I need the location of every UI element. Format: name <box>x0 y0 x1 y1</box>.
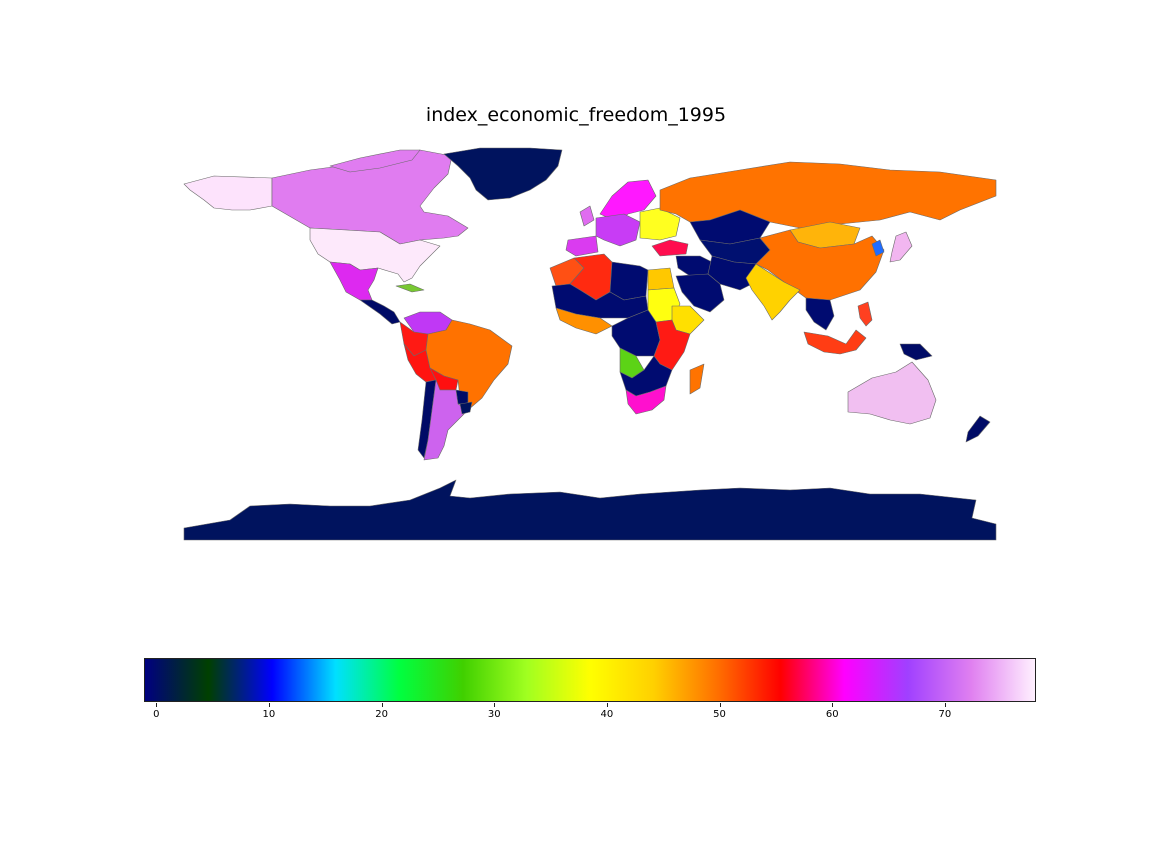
region-argentina <box>423 379 469 461</box>
region-southeast-asia <box>805 297 835 331</box>
region-uk <box>579 205 595 227</box>
region-india <box>745 263 801 321</box>
colorbar-tick-label: 10 <box>262 709 276 720</box>
region-china <box>755 229 885 301</box>
region-saudi-arabia <box>675 273 725 313</box>
region-canada-islands <box>329 149 421 173</box>
region-alaska <box>183 175 273 211</box>
region-png <box>899 343 933 361</box>
colorbar-tick-label: 60 <box>825 709 839 720</box>
colorbar-tick <box>832 703 834 707</box>
colorbar-tick-label: 30 <box>487 709 501 720</box>
region-philippines <box>857 301 873 327</box>
colorbar-tick <box>494 703 496 707</box>
region-turkey <box>651 239 689 257</box>
region-japan <box>889 231 913 263</box>
region-indonesia <box>803 329 867 355</box>
region-east-africa <box>653 319 691 371</box>
colorbar-tick-label: 0 <box>153 709 160 720</box>
region-middle-east <box>675 255 713 277</box>
region-western-europe <box>595 213 641 247</box>
region-new-zealand <box>965 415 991 443</box>
colorbar-tick <box>156 703 158 707</box>
region-usa <box>309 227 441 283</box>
region-madagascar <box>689 363 705 395</box>
map-title: index_economic_freedom_1995 <box>425 104 727 126</box>
region-uruguay <box>459 401 473 415</box>
region-antarctica <box>183 479 997 541</box>
region-russia <box>659 161 997 229</box>
colorbar-tick <box>944 703 946 707</box>
region-cuba <box>395 283 425 293</box>
region-egypt <box>647 267 675 291</box>
region-libya <box>609 261 649 301</box>
region-mexico <box>329 261 379 301</box>
colorbar-gradient <box>145 659 1035 701</box>
region-central-america <box>359 299 401 325</box>
colorbar-tick-label: 40 <box>600 709 614 720</box>
region-ethiopia <box>671 305 705 335</box>
colorbar-tick-label: 50 <box>713 709 726 720</box>
colorbar-tick-label: 20 <box>375 709 388 720</box>
region-korea <box>871 239 885 257</box>
colorbar-tick <box>719 703 721 707</box>
colorbar-tick <box>268 703 270 707</box>
colorbar-tick <box>381 703 383 707</box>
region-greenland <box>443 147 563 201</box>
region-iberia <box>565 235 599 257</box>
region-south-africa <box>625 385 667 415</box>
region-west-africa <box>555 307 613 335</box>
colorbar <box>144 658 1036 702</box>
colorbar-tick <box>606 703 608 707</box>
colorbar-tick-label: 70 <box>938 709 952 720</box>
region-australia <box>847 361 937 425</box>
